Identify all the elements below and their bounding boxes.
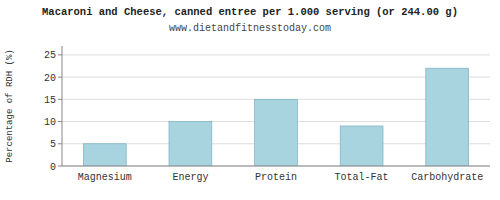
- y-tick-label: 15: [44, 95, 56, 106]
- grid-line: [62, 166, 490, 167]
- bar: [169, 122, 212, 166]
- bar: [255, 99, 298, 166]
- y-tick-label: 5: [50, 139, 56, 150]
- x-tick-label: Total-Fat: [335, 172, 389, 183]
- y-axis-line: [62, 46, 63, 166]
- y-tick-label: 10: [44, 117, 56, 128]
- page: {"chart_data": {"type": "bar", "title": …: [0, 0, 500, 200]
- bar: [340, 126, 383, 166]
- y-tick-label: 20: [44, 73, 56, 84]
- bar: [83, 144, 126, 166]
- subtitle: www.dietandfitnesstoday.com: [169, 23, 331, 34]
- x-tick-label: Energy: [172, 172, 208, 183]
- y-tick: [58, 54, 62, 55]
- y-tick: [58, 77, 62, 78]
- title: Macaroni and Cheese, canned entree per 1…: [42, 6, 458, 18]
- y-axis-label: Percentage of RDH (%): [5, 49, 15, 162]
- x-axis-ticks: Magnesium Energy Protein Total-Fat Carbohydr…: [78, 172, 483, 183]
- y-tick: [58, 99, 62, 100]
- chart-svg: Macaroni and Cheese, canned entree per 1…: [0, 0, 500, 200]
- bar: [426, 68, 469, 166]
- x-axis-line: [62, 166, 490, 167]
- y-axis-ticks: 0 5 10 15 20 25: [44, 50, 62, 172]
- y-tick-label: 25: [44, 50, 56, 61]
- y-tick: [58, 143, 62, 144]
- grid-line: [62, 54, 490, 55]
- y-tick: [58, 121, 62, 122]
- chart-container: Macaroni and Cheese, canned entree per 1…: [0, 0, 500, 200]
- x-tick-label: Protein: [255, 172, 297, 183]
- y-tick: [58, 166, 62, 167]
- bars: [83, 68, 468, 166]
- x-tick-label: Magnesium: [78, 172, 132, 183]
- grid: [62, 55, 490, 166]
- x-tick-label: Carbohydrate: [411, 172, 483, 183]
- y-tick-label: 0: [50, 162, 56, 173]
